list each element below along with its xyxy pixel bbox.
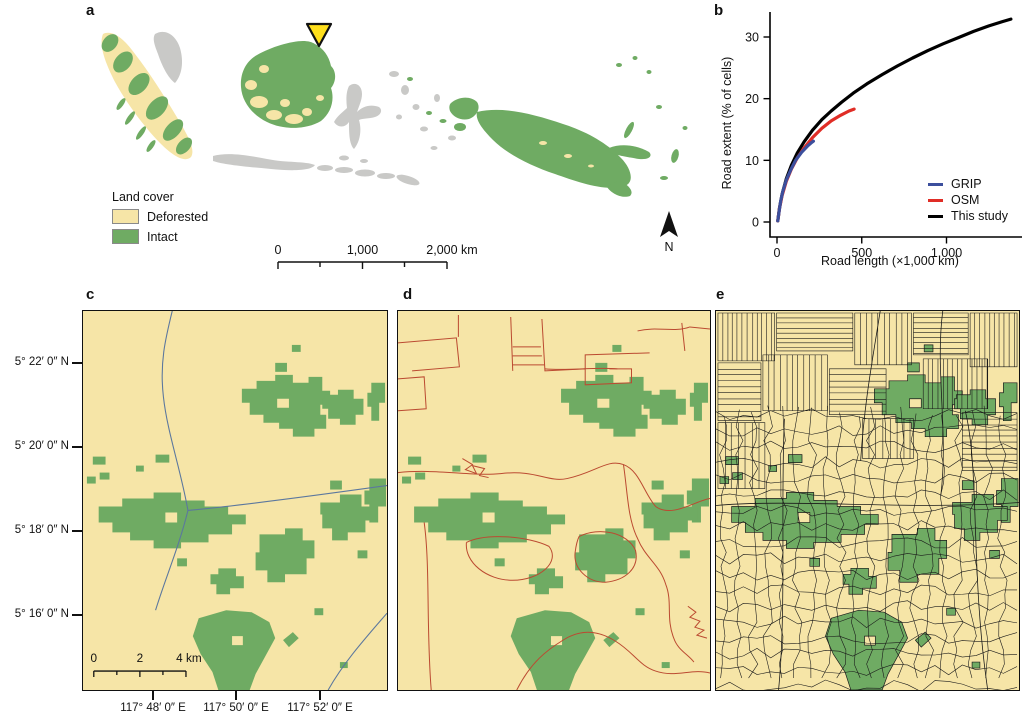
lat-label-4: 5° 16′ 0″ N <box>14 608 69 620</box>
panel-d-canvas <box>398 314 710 690</box>
panel-e-canvas <box>716 311 1019 690</box>
panel-a-label: a <box>86 2 95 19</box>
road-accumulation-chart: 0 10 20 30 0 500 1,000 <box>745 12 1022 260</box>
panel-e-label: e <box>716 286 725 303</box>
svg-text:20: 20 <box>745 92 759 106</box>
lon-tick-1 <box>152 691 154 700</box>
map-scalebar: 0 1,000 2,000 km <box>275 243 478 269</box>
study-area-marker <box>305 22 333 48</box>
svg-text:10: 10 <box>745 154 759 168</box>
panel-c-scalebar: 0 2 4 km <box>91 651 202 678</box>
panel-b-label: b <box>714 2 724 19</box>
legend-item-intact: Intact <box>112 229 208 244</box>
panel-c-canvas: 0 2 4 km <box>86 311 387 690</box>
scalebar-c-2: 2 <box>137 651 144 665</box>
this-study-line-swatch <box>928 214 943 218</box>
deforested-label: Deforested <box>147 209 209 224</box>
legend-entry-osm: OSM <box>928 192 1008 208</box>
scalebar-c-4: 4 km <box>176 651 202 665</box>
lon-label-2: 117° 50′ 0″ E <box>203 702 269 714</box>
lat-label-2: 5° 20′ 0″ N <box>14 440 69 452</box>
intact-swatch <box>112 229 139 244</box>
panel-c-label: c <box>86 286 95 303</box>
this-study-road-network <box>716 311 1019 690</box>
legend-title: Land cover <box>112 190 174 204</box>
panel-e-map-this-study <box>715 310 1020 691</box>
chart-y-axis-title: Road extent (% of cells) <box>720 56 734 190</box>
scalebar-c-0: 0 <box>91 651 98 665</box>
lon-label-3: 117° 52′ 0″ E <box>287 702 353 714</box>
lon-tick-3 <box>319 691 321 700</box>
chart-x-axis-title: Road length (×1,000 km) <box>821 254 959 268</box>
panel-c-map-grip: 0 2 4 km <box>82 310 388 691</box>
landcover-legend: Land cover Deforested Intact <box>112 190 208 244</box>
lat-label-1: 5° 22′ 0″ N <box>14 356 69 368</box>
panel-d-label: d <box>403 286 413 303</box>
north-label: N <box>664 240 673 254</box>
lat-tick-3 <box>72 530 82 532</box>
lat-tick-4 <box>72 614 82 616</box>
legend-item-deforested: Deforested <box>112 209 208 224</box>
scalebar-0: 0 <box>275 243 282 257</box>
panel-d-map-osm <box>397 310 711 691</box>
lat-tick-1 <box>72 362 82 364</box>
osm-road-lines <box>398 314 710 690</box>
lon-label-1: 117° 48′ 0″ E <box>120 702 186 714</box>
lat-tick-2 <box>72 446 82 448</box>
deforested-swatch <box>112 209 139 224</box>
lat-label-3: 5° 18′ 0″ N <box>14 524 69 536</box>
grip-line-swatch <box>928 182 943 186</box>
scalebar-1000: 1,000 <box>347 243 378 257</box>
scalebar-2000: 2,000 km <box>426 243 477 257</box>
osm-line-swatch <box>928 198 943 202</box>
grip-road-lines <box>155 311 387 690</box>
legend-entry-grip: GRIP <box>928 176 1008 192</box>
svg-text:0: 0 <box>752 216 759 230</box>
lon-tick-2 <box>235 691 237 700</box>
svg-text:30: 30 <box>745 30 759 44</box>
north-arrow: N <box>660 211 678 254</box>
archipelago-map <box>101 22 688 197</box>
svg-text:1,000: 1,000 <box>931 246 962 260</box>
legend-entry-this-study: This study <box>928 208 1008 224</box>
chart-legend: GRIP OSM This study <box>928 176 1008 224</box>
svg-text:0: 0 <box>774 246 781 260</box>
intact-label: Intact <box>147 229 178 244</box>
svg-text:500: 500 <box>851 246 872 260</box>
